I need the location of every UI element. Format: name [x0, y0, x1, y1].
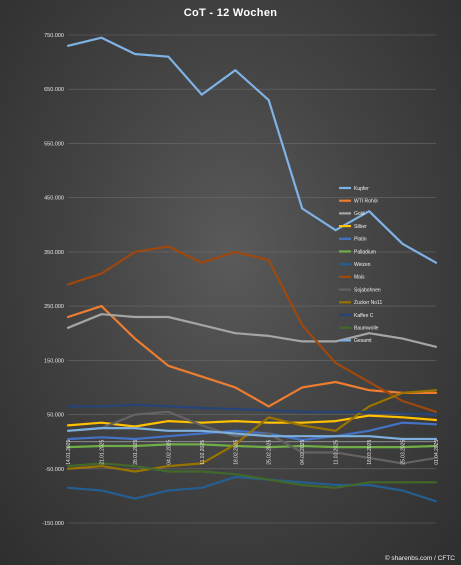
y-tick-label: -50.000 [45, 467, 64, 473]
legend-label-mais: Mais [354, 275, 365, 281]
source-credit: © sharenbs.com / CFTC [385, 554, 455, 562]
x-tick-label: 04.03.2025 [300, 440, 306, 465]
series-line-palladium [66, 443, 438, 449]
series-line-mais [66, 245, 438, 413]
x-tick-label: 25.03.2025 [401, 440, 407, 465]
legend-label-silber: Silber [354, 224, 367, 230]
legend-label-kupfer: Kupfer [354, 186, 369, 192]
x-tick-label: 25.02.2025 [267, 440, 273, 465]
series-line-gesamt [66, 427, 438, 441]
series-line-gold [66, 313, 438, 348]
legend-label-kaffee-c: Kaffee C [354, 313, 374, 319]
y-tick-label: 450.000 [44, 196, 64, 202]
legend: Kupfer WTI Rohöl Gold Silber Platin Palladium… [339, 186, 382, 344]
legend-label-zucker-no11: Zucker No11 [354, 300, 382, 306]
series-line-zucker-no11 [66, 389, 438, 473]
legend-label-gold: Gold [354, 211, 365, 217]
y-tick-label: -150.000 [42, 521, 64, 527]
legend-label-palladium: Palladium [354, 249, 376, 255]
x-tick-label: 14.01.2025 [66, 440, 72, 465]
chart-title: CoT - 12 Wochen [184, 7, 278, 19]
series-line-kaffee-c [66, 403, 438, 416]
series-line-kupfer [66, 36, 438, 264]
legend-label-gesamt: Gesamt [354, 338, 372, 344]
y-tick-label: 650.000 [44, 87, 64, 93]
series-line-silber [66, 414, 438, 428]
x-tick-label: 28.01.2025 [133, 440, 139, 465]
y-axis-ticks: -150.000 -50.000 50.000 150.000 250.000 350.0… [42, 33, 64, 527]
series-line-wti-roh-l [66, 305, 438, 408]
legend-label-baumwolle: Baumwolle [354, 326, 379, 332]
x-tick-label: 18.03.2025 [367, 440, 373, 465]
series-line-weizen [66, 475, 438, 503]
x-tick-label: 11.03.2025 [334, 440, 340, 465]
y-tick-label: 250.000 [44, 304, 64, 310]
series-line-baumwolle [66, 462, 438, 489]
legend-label-platin: Platin [354, 237, 367, 243]
legend-label-wti-roh-l: WTI Rohöl [354, 199, 378, 205]
legend-label-sojabohnen: Sojabohnen [354, 287, 381, 293]
x-tick-label: 01.04.2025 [434, 440, 440, 465]
y-tick-label: 750.000 [44, 33, 64, 39]
x-tick-label: 04.02.2025 [166, 440, 172, 465]
x-axis-ticks: 14.01.2025 21.01.2025 28.01.2025 04.02.2025… [66, 440, 440, 465]
y-tick-label: 150.000 [44, 358, 64, 364]
gridlines [68, 34, 436, 524]
x-tick-label: 21.01.2025 [99, 440, 105, 465]
x-tick-label: 11.02.2025 [200, 440, 206, 465]
legend-label-weizen: Weizen [354, 262, 371, 268]
y-tick-label: 350.000 [44, 250, 64, 256]
x-tick-label: 18.02.2025 [233, 440, 239, 465]
y-tick-label: 50.000 [47, 413, 64, 419]
series-lines [66, 36, 438, 503]
y-tick-label: 550.000 [44, 141, 64, 147]
